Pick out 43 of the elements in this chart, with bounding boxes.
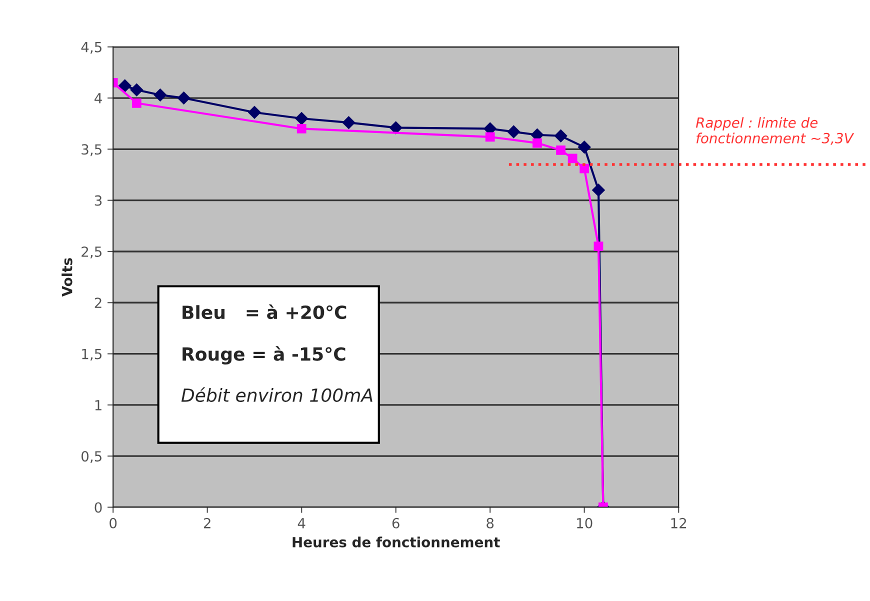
y-tick-label: 2,5	[82, 246, 102, 258]
point	[485, 132, 495, 142]
point	[389, 121, 402, 134]
x-tick-label: 2	[204, 518, 210, 528]
point	[556, 146, 566, 155]
y-tick-label: 4	[94, 93, 102, 104]
y-tick-label: 1	[95, 400, 102, 410]
annotation: Rouge = à -15°C	[182, 346, 346, 364]
annotation: Bleu = à +20°C	[182, 304, 346, 320]
x-tick-label: 6	[392, 518, 400, 528]
point	[130, 83, 144, 96]
x-tick-label: 4	[298, 518, 306, 528]
x-tick-label: 0	[110, 518, 117, 528]
point	[507, 125, 520, 138]
point	[296, 124, 306, 134]
point	[580, 164, 590, 174]
y-tick-label: 2	[94, 298, 102, 308]
ref-line-label: Rappel : limite de fonctionnement ~3,3V	[696, 117, 854, 145]
x-tick-label: 12	[671, 518, 686, 528]
x-axis-title: Heures de fonctionnement	[292, 536, 500, 548]
point	[154, 88, 167, 102]
x-tick-label: 8	[486, 518, 494, 528]
y-axis-title: Volts	[62, 258, 72, 297]
y-tick-label: 1,5	[82, 348, 102, 361]
y-tick-label: 0,5	[82, 451, 102, 463]
y-tick-label: 3,5	[82, 144, 102, 156]
point	[578, 140, 591, 154]
y-tick-label: 4,5	[81, 42, 102, 54]
point	[592, 184, 605, 197]
y-tick-label: 3	[94, 195, 102, 206]
point	[295, 112, 308, 125]
y-tick-label: 0	[94, 502, 102, 513]
point	[132, 98, 142, 108]
point	[118, 79, 132, 92]
point	[532, 138, 542, 148]
point	[248, 106, 261, 119]
annotation: Débit environ 100mA	[181, 387, 372, 402]
x-tick-label: 10	[577, 518, 592, 528]
point	[177, 92, 190, 104]
point	[342, 116, 356, 129]
point	[554, 129, 568, 142]
point	[594, 242, 604, 252]
point	[568, 154, 578, 164]
